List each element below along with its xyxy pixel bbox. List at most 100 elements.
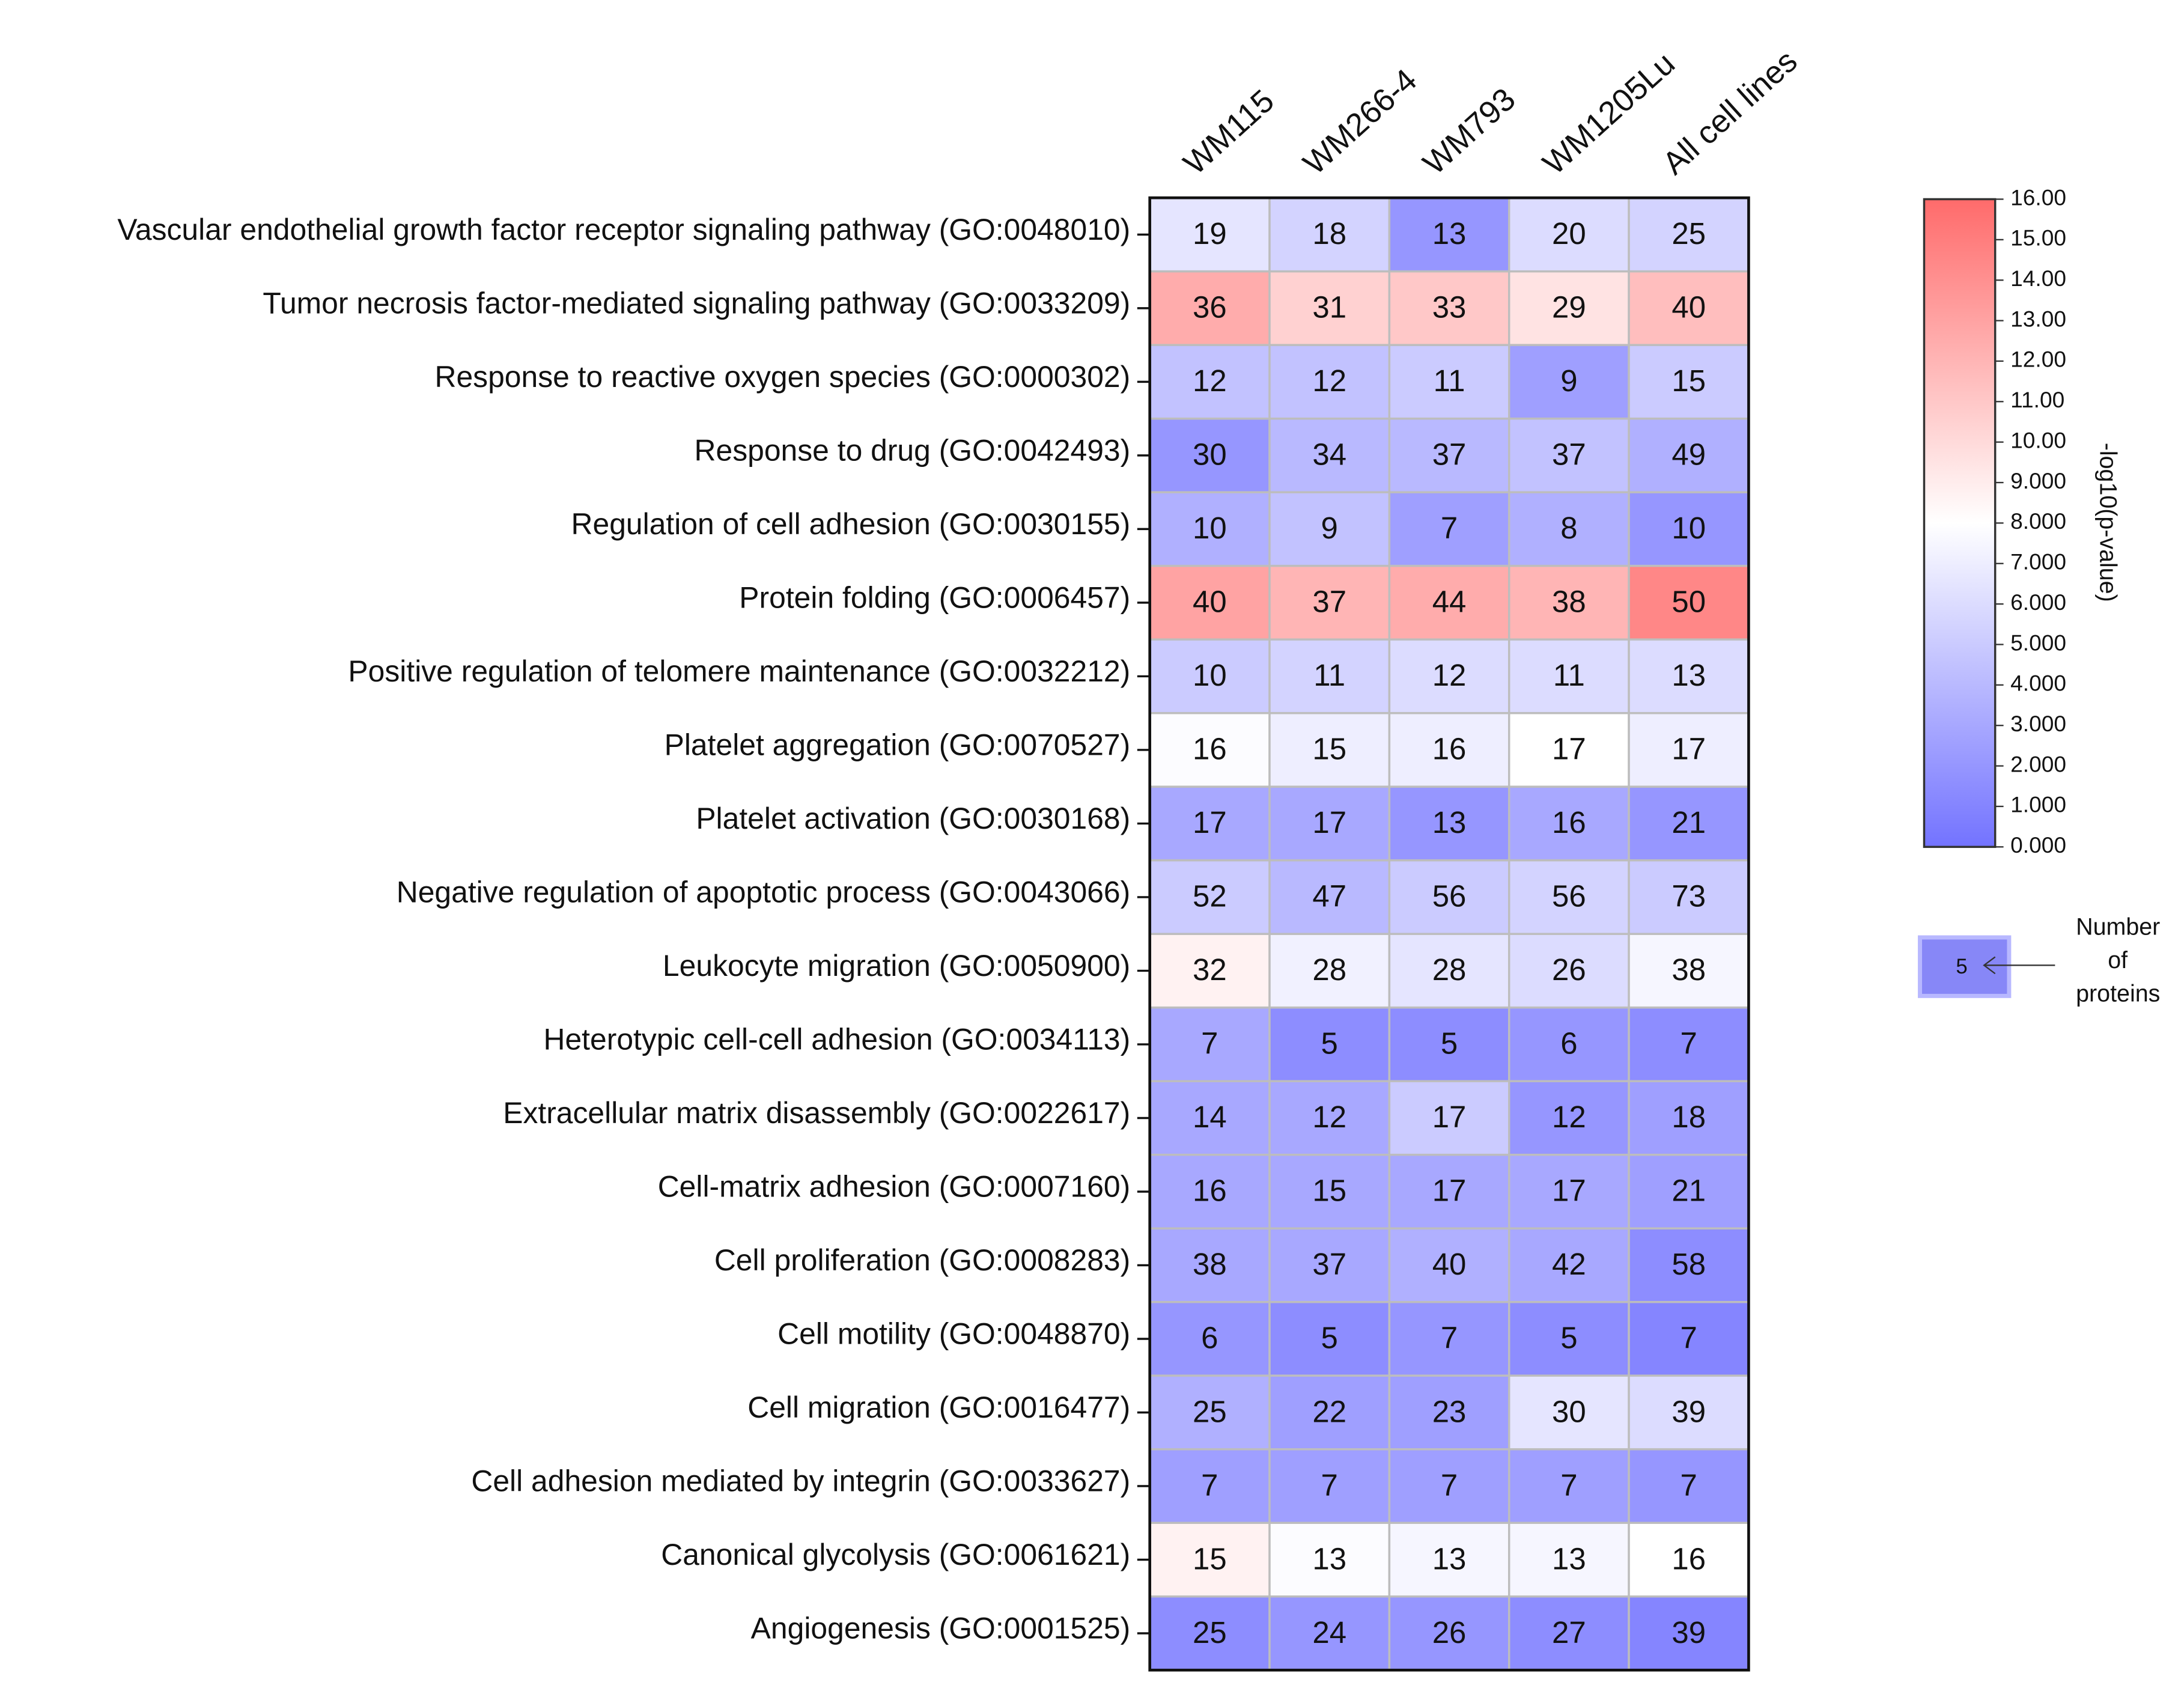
cell-count: 17 — [1193, 805, 1227, 839]
cell-count: 52 — [1193, 879, 1227, 913]
cell-count: 17 — [1552, 1174, 1586, 1208]
row-label: Positive regulation of telomere maintena… — [348, 654, 1130, 688]
cell-count: 6 — [1560, 1026, 1577, 1061]
cell-count: 28 — [1432, 952, 1467, 987]
cell-count: 16 — [1671, 1541, 1706, 1576]
cell-count: 11 — [1553, 658, 1585, 692]
cell-count: 18 — [1671, 1100, 1706, 1134]
row-label: Platelet activation (GO:0030168) — [696, 802, 1130, 835]
cell-count: 34 — [1312, 437, 1346, 472]
cell-count: 16 — [1193, 732, 1227, 766]
cell-count: 17 — [1432, 1100, 1467, 1134]
cell-count: 25 — [1193, 1615, 1227, 1650]
cell-count: 17 — [1432, 1174, 1467, 1208]
cell-count: 42 — [1552, 1247, 1586, 1281]
cell-count: 25 — [1671, 216, 1706, 251]
colorbar-tick-label: 5.000 — [2010, 630, 2066, 655]
cell-count: 49 — [1671, 437, 1706, 472]
colorbar-tick-label: 3.000 — [2010, 711, 2066, 736]
heatmap-cell — [1148, 711, 1271, 788]
row-label: Leukocyte migration (GO:0050900) — [663, 949, 1130, 983]
heatmap-cell — [1628, 270, 1750, 346]
row-label: Cell-matrix adhesion (GO:0007160) — [658, 1169, 1131, 1203]
cell-count: 15 — [1671, 364, 1706, 398]
cell-count: 40 — [1193, 585, 1227, 619]
row-label: Platelet aggregation (GO:0070527) — [665, 728, 1131, 761]
cell-count: 7 — [1441, 1321, 1458, 1355]
cell-count: 10 — [1671, 511, 1706, 545]
heatmap-cell — [1507, 197, 1630, 273]
cell-count: 16 — [1432, 732, 1467, 766]
cell-count: 8 — [1560, 511, 1577, 545]
colorbar-tick-label: 8.000 — [2010, 508, 2066, 534]
cell-count: 36 — [1193, 290, 1227, 324]
cell-count: 7 — [1681, 1026, 1697, 1061]
heatmap-cell — [1268, 638, 1391, 714]
row-label: Regulation of cell adhesion (GO:0030155) — [571, 507, 1131, 541]
cell-count: 15 — [1312, 732, 1346, 766]
cell-count: 40 — [1432, 1247, 1467, 1281]
cell-count: 13 — [1432, 216, 1467, 251]
cell-count: 15 — [1193, 1541, 1227, 1576]
cell-count: 24 — [1312, 1615, 1346, 1650]
cell-count: 7 — [1560, 1468, 1577, 1502]
cell-count: 37 — [1432, 437, 1467, 472]
heatmap-cell — [1507, 270, 1630, 346]
heatmap-cell — [1268, 417, 1391, 493]
row-label: Protein folding (GO:0006457) — [739, 580, 1130, 614]
heatmap-cell — [1507, 344, 1630, 420]
row-label: Angiogenesis (GO:0001525) — [751, 1611, 1131, 1645]
heatmap-cell — [1148, 197, 1271, 273]
row-label: Cell proliferation (GO:0008283) — [714, 1243, 1130, 1277]
cell-count: 44 — [1432, 585, 1467, 619]
cell-count: 13 — [1432, 805, 1467, 839]
cell-count: 23 — [1432, 1394, 1467, 1428]
cell-count: 33 — [1432, 290, 1467, 324]
cell-count: 21 — [1671, 805, 1706, 839]
colorbar-tick-label: 2.000 — [2010, 751, 2066, 776]
heatmap-cell — [1148, 270, 1271, 346]
cell-count: 32 — [1193, 952, 1227, 987]
cell-count: 40 — [1671, 290, 1706, 324]
cell-count: 17 — [1552, 732, 1586, 766]
cell-count: 7 — [1441, 1468, 1458, 1502]
heatmap-cell — [1628, 1300, 1750, 1377]
cell-count: 20 — [1552, 216, 1586, 251]
cell-count: 25 — [1193, 1394, 1227, 1428]
cell-count: 31 — [1312, 290, 1346, 324]
heatmap-cell — [1388, 270, 1510, 346]
colorbar — [1923, 198, 1997, 849]
heatmap-cell — [1507, 711, 1630, 788]
row-label: Extracellular matrix disassembly (GO:002… — [503, 1096, 1130, 1130]
cell-count: 5 — [1560, 1321, 1577, 1355]
cell-count: 38 — [1671, 952, 1706, 987]
heatmap-cell — [1268, 564, 1391, 641]
heatmap-cell — [1388, 933, 1510, 1009]
heatmap-cell — [1388, 1006, 1510, 1082]
cell-count: 12 — [1312, 1100, 1346, 1134]
cell-count: 5 — [1441, 1026, 1458, 1061]
colorbar-tick-label: 13.00 — [2010, 306, 2066, 331]
cell-count: 21 — [1671, 1174, 1706, 1208]
heatmap-cell — [1628, 1153, 1750, 1229]
cell-count: 7 — [1201, 1468, 1218, 1502]
heatmap-border — [1148, 196, 1750, 1672]
heatmap-cell — [1507, 1448, 1630, 1524]
heatmap-cell — [1388, 197, 1510, 273]
cell-count: 11 — [1434, 364, 1465, 398]
colorbar-tick-label: 6.000 — [2010, 590, 2066, 615]
heatmap-cell — [1388, 1522, 1510, 1598]
cell-count: 30 — [1552, 1394, 1586, 1428]
cell-count: 17 — [1671, 732, 1706, 766]
cell-count: 15 — [1312, 1174, 1346, 1208]
colorbar-tick-label: 9.000 — [2010, 468, 2066, 493]
cell-count: 58 — [1671, 1247, 1706, 1281]
colorbar-tick-label: 4.000 — [2010, 671, 2066, 696]
heatmap-cell — [1388, 638, 1510, 714]
cell-count: 13 — [1432, 1541, 1467, 1576]
cell-count: 56 — [1552, 879, 1586, 913]
cell-count: 12 — [1552, 1100, 1586, 1134]
cell-count: 13 — [1552, 1541, 1586, 1576]
legend-title-box: Number of proteins — [2076, 914, 2160, 1007]
